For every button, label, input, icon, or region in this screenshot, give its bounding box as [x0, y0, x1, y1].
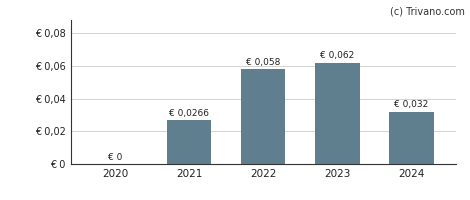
- Text: € 0,058: € 0,058: [246, 58, 281, 67]
- Text: € 0,032: € 0,032: [394, 100, 429, 109]
- Bar: [241, 69, 285, 164]
- Text: (c) Trivano.com: (c) Trivano.com: [391, 6, 465, 16]
- Bar: [315, 63, 360, 164]
- Bar: [167, 120, 212, 164]
- Text: € 0,0266: € 0,0266: [169, 109, 209, 118]
- Text: € 0,062: € 0,062: [320, 51, 354, 60]
- Text: € 0: € 0: [108, 153, 122, 162]
- Bar: [389, 112, 434, 164]
